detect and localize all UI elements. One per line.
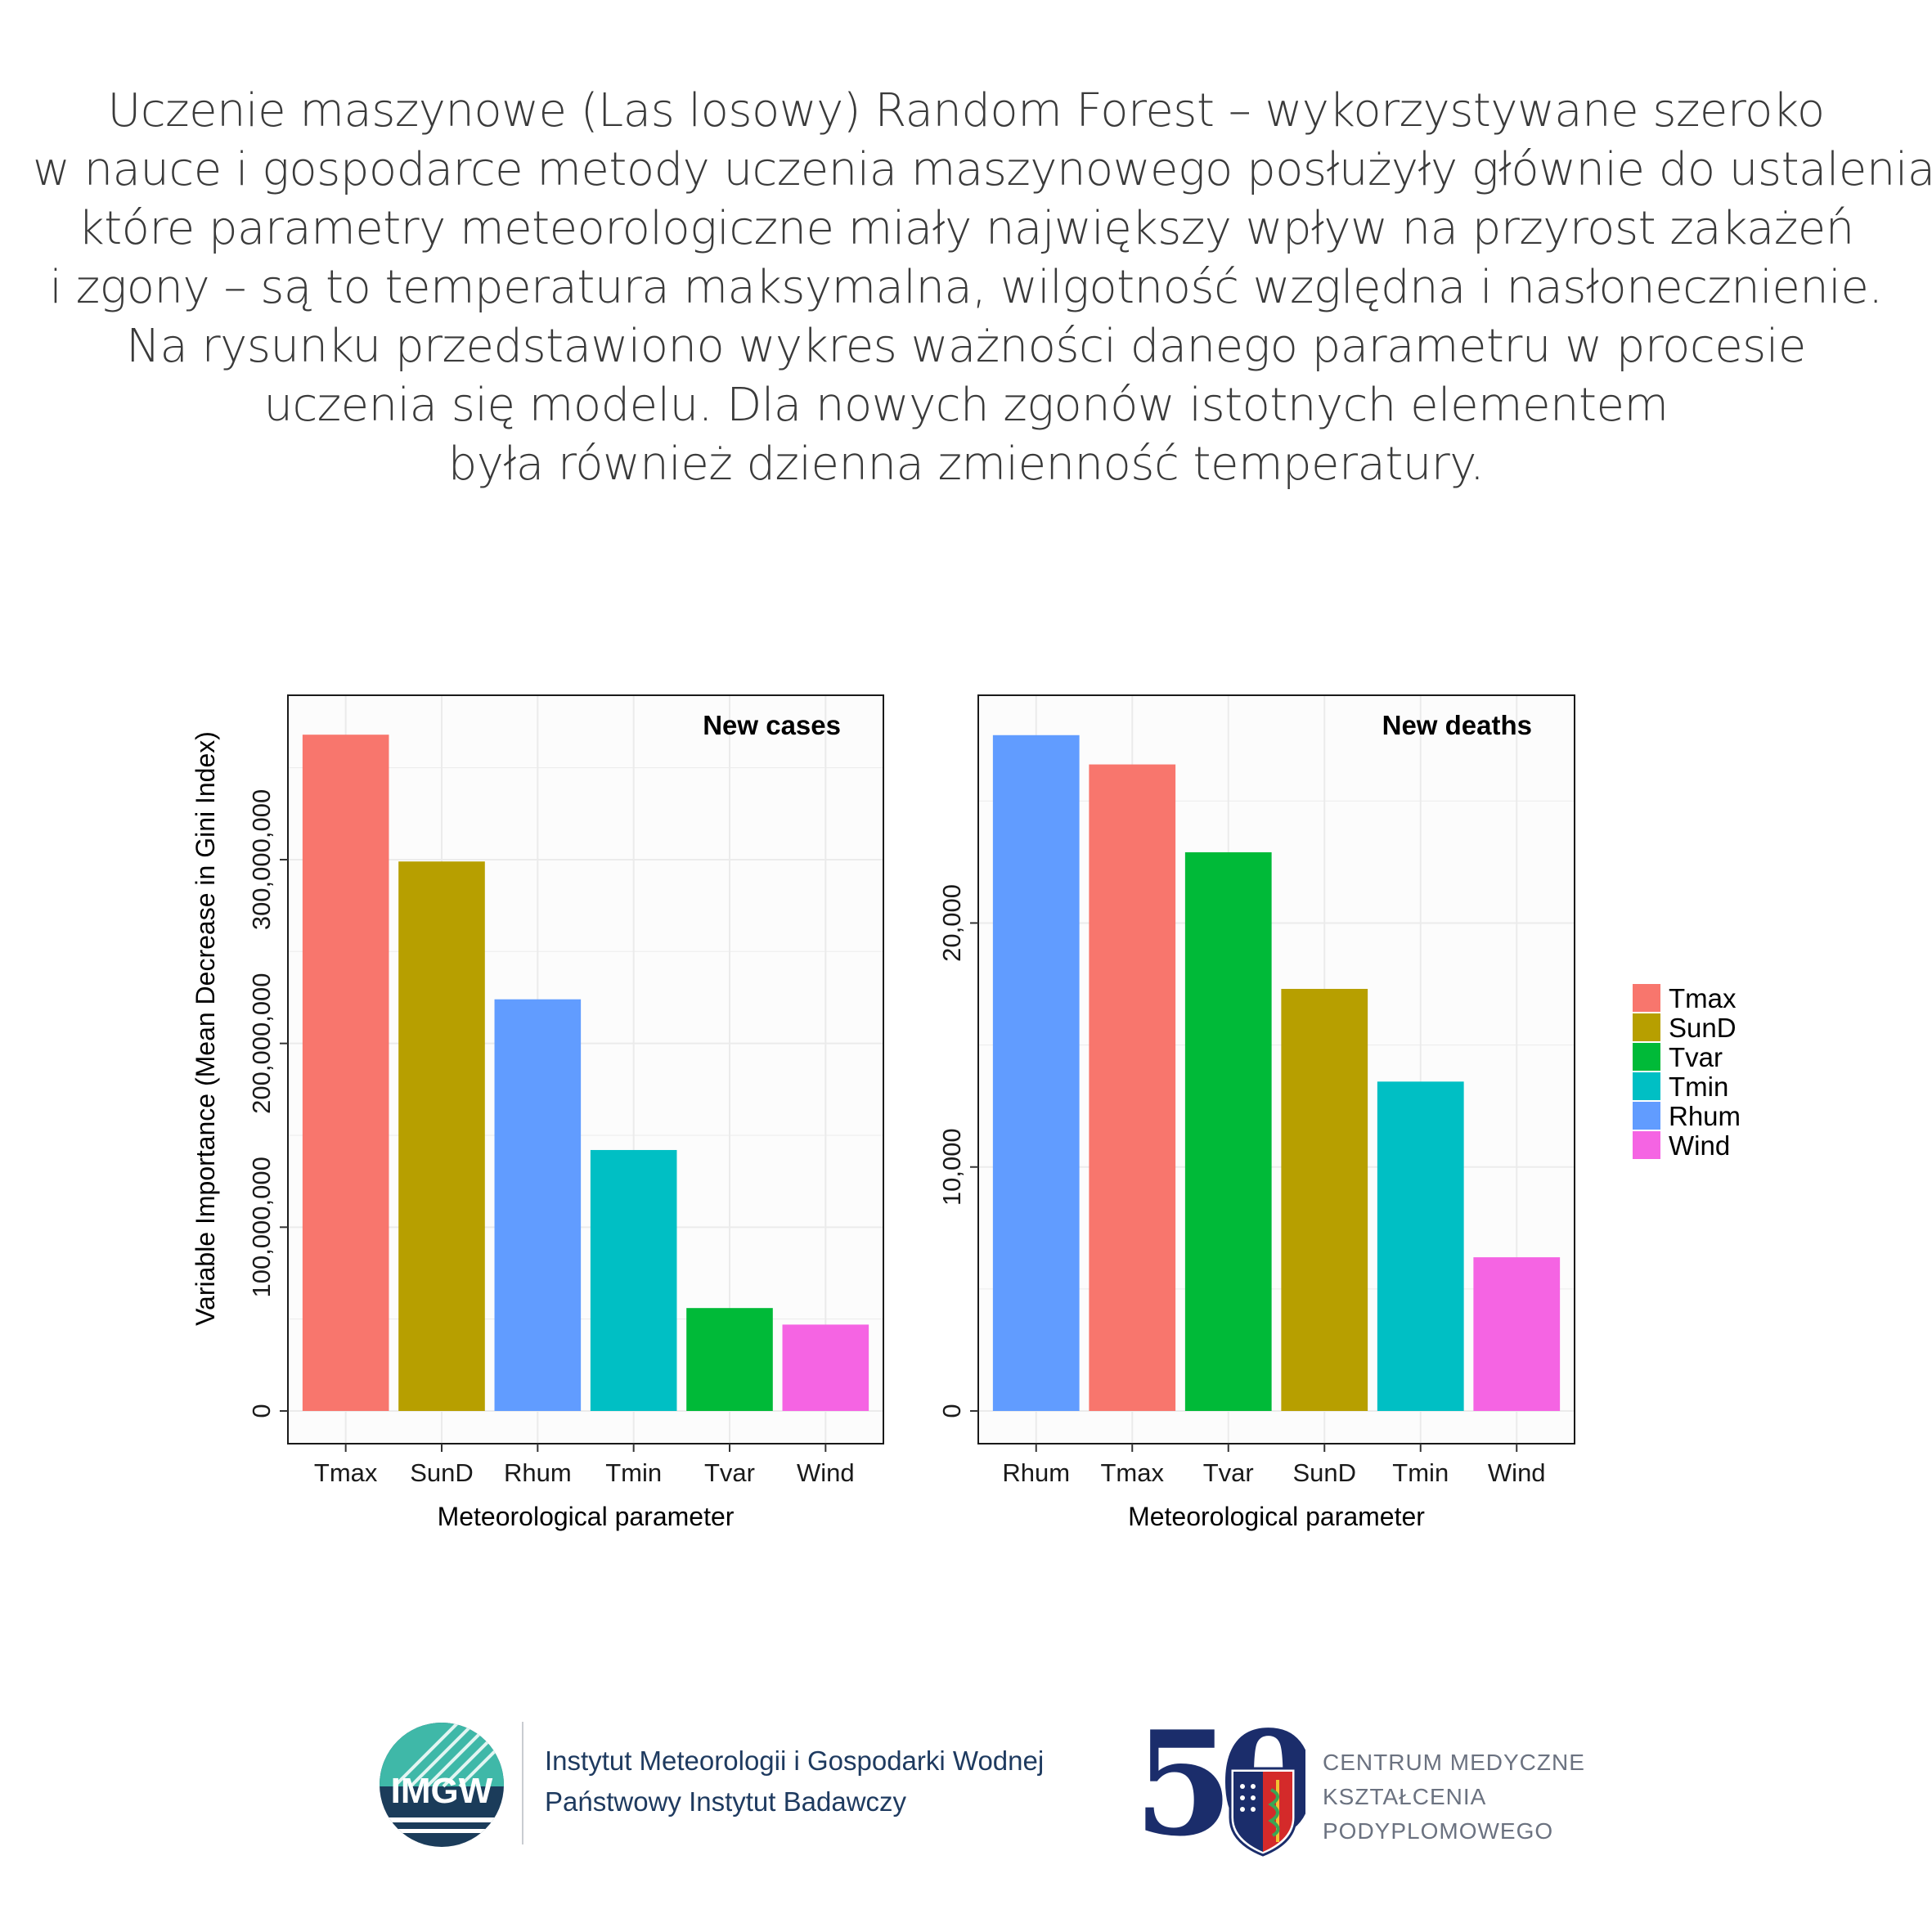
y-tick-label: 20,000 — [937, 884, 966, 962]
intro-line: Uczenie maszynowe (Las losowy) Random Fo… — [107, 84, 1825, 137]
intro-line: i zgony – są to temperatura maksymalna, … — [49, 261, 1883, 314]
x-tick-label: Tvar — [704, 1458, 755, 1487]
panel-title: New deaths — [1382, 710, 1532, 740]
intro-paragraph: Uczenie maszynowe (Las losowy) Random Fo… — [33, 82, 1932, 494]
x-axis-label: Meteorological parameter — [438, 1502, 735, 1531]
plot-frame — [977, 694, 1575, 1445]
bar-tvar — [1184, 851, 1272, 1411]
cmkp-name-line1: CENTRUM MEDYCZNE — [1323, 1750, 1585, 1775]
x-tick-label: Tvar — [1203, 1458, 1254, 1487]
bar-tmax — [1089, 764, 1176, 1411]
legend-swatch-tmin — [1633, 1072, 1660, 1100]
cmkp-logo: 50 — [1134, 1711, 1305, 1858]
panel-title: New cases — [703, 710, 841, 740]
legend-label-tmax: Tmax — [1669, 983, 1737, 1013]
y-tick-label: 300,000,000 — [247, 789, 276, 930]
x-tick-label: Tmin — [605, 1458, 662, 1487]
x-tick-label: Rhum — [1002, 1458, 1070, 1487]
legend-label-wind: Wind — [1669, 1130, 1730, 1161]
bar-tmax — [302, 735, 389, 1411]
intro-line: była również dzienna zmienność temperatu… — [447, 438, 1485, 491]
bar-tvar — [686, 1308, 773, 1411]
legend-label-tvar: Tvar — [1669, 1042, 1723, 1072]
imgw-logo: IMGW — [380, 1723, 504, 1847]
shield-icon — [1229, 1767, 1297, 1857]
x-tick-label: Rhum — [504, 1458, 572, 1487]
y-tick-label: 100,000,000 — [247, 1157, 276, 1297]
y-tick-label: 200,000,000 — [247, 973, 276, 1113]
imgw-name-line1: Instytut Meteorologii i Gospodarki Wodne… — [545, 1746, 1045, 1776]
bar-rhum — [992, 735, 1080, 1411]
x-tick-label: Wind — [797, 1458, 855, 1487]
chart-panel: Rhum Tmax Tvar SunD Tmin Wind 0 10,000 20,000 New… — [937, 694, 1575, 1531]
bar-wind — [1473, 1257, 1561, 1411]
cmkp-name-line2: KSZTAŁCENIA — [1323, 1784, 1487, 1809]
x-tick-label: Tmin — [1392, 1458, 1449, 1487]
bar-sund — [1281, 988, 1368, 1411]
cmkp-name: CENTRUM MEDYCZNE KSZTAŁCENIA PODYPLOMOWE… — [1323, 1746, 1585, 1849]
bar-sund — [398, 861, 485, 1411]
plot-frame — [287, 694, 884, 1445]
imgw-logo-lettering: IMGW — [391, 1771, 493, 1811]
x-tick-label: Tmax — [1101, 1458, 1165, 1487]
legend-label-rhum: Rhum — [1669, 1101, 1741, 1131]
intro-line: w nauce i gospodarce metody uczenia masz… — [33, 143, 1932, 196]
cmkp-name-line3: PODYPLOMOWEGO — [1323, 1818, 1554, 1844]
legend-label-sund: SunD — [1669, 1013, 1737, 1043]
imgw-name: Instytut Meteorologii i Gospodarki Wodne… — [545, 1741, 1044, 1822]
y-axis-label: Variable Importance (Mean Decrease in Gi… — [191, 731, 220, 1326]
legend-label-tmin: Tmin — [1669, 1072, 1728, 1102]
y-tick-label: 0 — [247, 1404, 276, 1418]
legend-swatch-tmax — [1633, 984, 1660, 1012]
x-tick-label: Tmax — [314, 1458, 378, 1487]
legend-swatch-wind — [1633, 1131, 1660, 1159]
intro-line: uczenia się modelu. Dla nowych zgonów is… — [263, 379, 1669, 432]
bar-tmin — [1377, 1081, 1464, 1411]
x-tick-label: SunD — [410, 1458, 474, 1487]
x-tick-label: SunD — [1292, 1458, 1356, 1487]
x-tick-label: Wind — [1488, 1458, 1546, 1487]
legend-swatch-sund — [1633, 1013, 1660, 1041]
bar-rhum — [494, 999, 582, 1411]
logo-divider — [522, 1722, 523, 1844]
bar-tmin — [590, 1149, 677, 1411]
intro-line: Na rysunku przedstawiono wykres ważności… — [126, 320, 1806, 373]
y-tick-label: 10,000 — [937, 1128, 966, 1206]
intro-line: które parametry meteorologiczne miały na… — [78, 202, 1854, 255]
imgw-name-line2: Państwowy Instytut Badawczy — [545, 1786, 907, 1817]
y-tick-label: 0 — [937, 1404, 966, 1418]
x-axis-label: Meteorological parameter — [1128, 1502, 1425, 1531]
legend-swatch-tvar — [1633, 1043, 1660, 1071]
chart-panel: Tmax SunD Rhum Tmin Tvar Wind 0 100,000,000 200,… — [191, 694, 884, 1531]
bar-wind — [782, 1324, 869, 1411]
legend-swatch-rhum — [1633, 1102, 1660, 1130]
